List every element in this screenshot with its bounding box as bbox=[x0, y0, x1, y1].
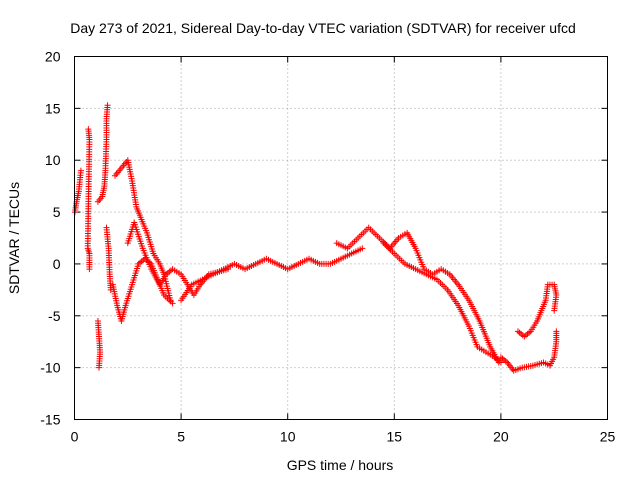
data-point bbox=[359, 245, 366, 252]
y-tick-label: 0 bbox=[53, 256, 61, 272]
y-tick-label: -5 bbox=[48, 308, 61, 324]
data-point bbox=[553, 328, 560, 335]
data-point bbox=[77, 167, 84, 174]
x-tick-label: 5 bbox=[177, 429, 185, 445]
data-points bbox=[71, 102, 560, 374]
data-point bbox=[96, 364, 103, 371]
x-tick-label: 0 bbox=[71, 429, 79, 445]
y-tick-label: -10 bbox=[40, 360, 60, 376]
data-point bbox=[104, 102, 111, 109]
plot-frame bbox=[74, 56, 608, 420]
data-point bbox=[169, 300, 176, 307]
y-tick-label: 5 bbox=[53, 204, 61, 220]
chart-title: Day 273 of 2021, Sidereal Day-to-day VTE… bbox=[70, 20, 576, 36]
data-point bbox=[86, 266, 93, 273]
data-point bbox=[551, 307, 558, 314]
x-tick-label: 25 bbox=[600, 429, 616, 445]
x-tick-label: 10 bbox=[280, 429, 296, 445]
data-point bbox=[497, 359, 504, 366]
y-tick-label: -15 bbox=[40, 412, 60, 428]
x-tick-label: 20 bbox=[493, 429, 509, 445]
y-axis-label: SDTVAR / TECUs bbox=[6, 182, 22, 294]
y-tick-label: 20 bbox=[45, 49, 61, 65]
x-axis-label: GPS time / hours bbox=[287, 457, 394, 473]
data-point bbox=[107, 286, 114, 293]
y-tick-label: 15 bbox=[45, 100, 61, 116]
grid bbox=[74, 56, 608, 420]
y-tick-label: 10 bbox=[45, 152, 61, 168]
x-tick-label: 15 bbox=[387, 429, 403, 445]
